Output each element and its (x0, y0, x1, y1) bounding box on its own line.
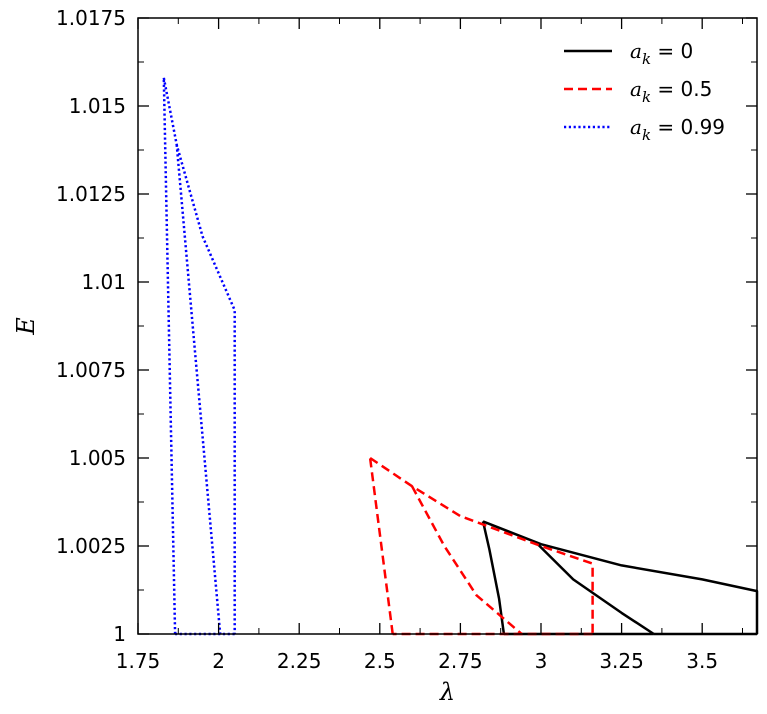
series-line (162, 77, 177, 635)
x-tick-label: 2.5 (364, 649, 396, 673)
y-tick-label: 1.0125 (56, 182, 126, 206)
y-tick-label: 1.01 (81, 270, 126, 294)
series-line (410, 485, 523, 635)
series-layer (162, 77, 759, 636)
legend-label: ak = 0.5 (630, 77, 712, 106)
plot-frame (137, 17, 758, 635)
x-tick-label: 3 (535, 649, 548, 673)
y-tick-label: 1.015 (69, 94, 126, 118)
legend: ak = 0 ak = 0.5 ak = 0.99 (564, 39, 725, 144)
series-line (369, 456, 594, 634)
series-1 (368, 456, 594, 636)
y-tick-label: 1.0175 (56, 6, 126, 30)
x-tick-label: 2 (212, 649, 225, 673)
x-tick-label: 2.75 (438, 649, 483, 673)
x-tick-label: 1.75 (116, 649, 161, 673)
y-axis-label: E (12, 317, 40, 336)
ticks-layer (137, 17, 757, 635)
legend-label: ak = 0.99 (630, 115, 725, 144)
series-line (536, 543, 655, 636)
x-tick-label: 3.25 (599, 649, 644, 673)
series-0 (481, 520, 759, 636)
legend-label: ak = 0 (630, 39, 693, 68)
y-tick-label: 1.0075 (56, 358, 126, 382)
series-2 (162, 77, 236, 636)
legend-item: ak = 0 (564, 39, 693, 68)
x-tick-label: 2.25 (277, 649, 322, 673)
y-tick-label: 1.0025 (56, 534, 126, 558)
x-axis-label: λ (439, 678, 455, 706)
x-tick-label: 3.5 (686, 649, 718, 673)
y-tick-label: 1.005 (69, 446, 126, 470)
series-line (482, 520, 759, 634)
series-line (162, 77, 236, 634)
tick-labels: 1.75 2 2.25 2.5 2.75 3 3.25 3.5 1 1.0025 1.005 1.00… (56, 6, 718, 673)
series-line (368, 457, 394, 635)
series-line (175, 144, 222, 635)
legend-item: ak = 0.99 (564, 115, 725, 144)
legend-item: ak = 0.5 (564, 77, 712, 106)
y-tick-label: 1 (113, 622, 126, 646)
